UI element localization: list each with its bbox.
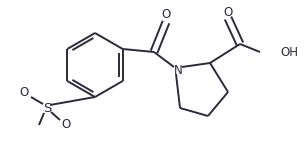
- Text: OH: OH: [280, 45, 298, 59]
- Text: O: O: [19, 87, 29, 100]
- Text: N: N: [174, 63, 182, 76]
- Text: O: O: [223, 6, 233, 18]
- Text: S: S: [43, 101, 51, 114]
- Text: O: O: [161, 8, 171, 21]
- Text: O: O: [62, 118, 71, 131]
